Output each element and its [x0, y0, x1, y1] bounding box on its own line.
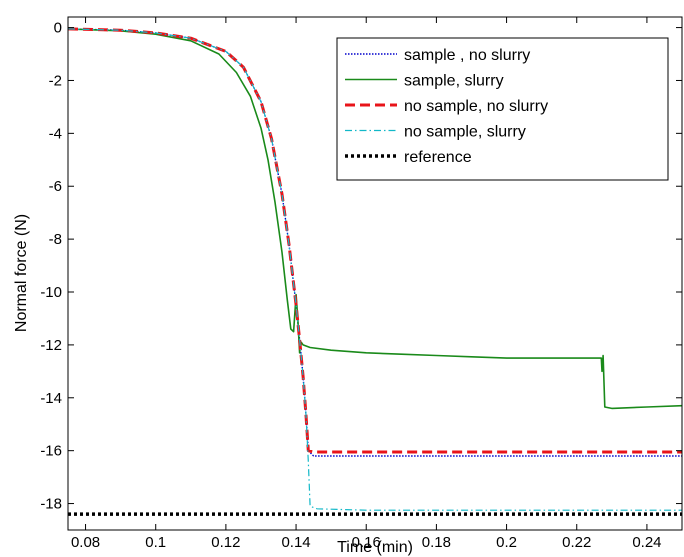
y-tick-label: -14 — [40, 390, 62, 407]
x-tick-label: 0.22 — [562, 534, 591, 551]
y-tick-label: -4 — [49, 125, 62, 142]
legend-entry: sample , no slurry — [404, 47, 530, 64]
x-tick-label: 0.2 — [496, 534, 517, 551]
legend-entry: sample, slurry — [404, 73, 504, 90]
x-tick-label: 0.12 — [211, 534, 240, 551]
y-tick-label: -6 — [49, 178, 62, 195]
y-axis: 0 -2 -4 -6 -8 -10 -12 -14 -16 -18 — [40, 20, 682, 513]
y-tick-label: -2 — [49, 72, 62, 89]
y-axis-label: Normal force (N) — [13, 214, 30, 332]
x-tick-label: 0.1 — [145, 534, 166, 551]
legend-box — [336, 37, 669, 181]
legend: sample , no slurry sample, slurry no sampl… — [336, 37, 669, 181]
y-tick-label: -8 — [49, 231, 62, 248]
legend-entry: no sample, slurry — [404, 124, 526, 141]
x-tick-label: 0.16 — [352, 534, 381, 551]
legend-entry: reference — [404, 149, 472, 166]
axes-frame — [67, 16, 683, 531]
legend-entry: no sample, no slurry — [404, 98, 548, 115]
plot-area — [68, 27, 682, 516]
y-tick-label: -16 — [40, 443, 62, 460]
x-tick-label: 0.18 — [422, 534, 451, 551]
x-tick-label: 0.24 — [632, 534, 661, 551]
y-tick-label: -18 — [40, 496, 62, 513]
y-tick-label: -10 — [40, 284, 62, 301]
x-tick-label: 0.14 — [281, 534, 310, 551]
y-tick-label: -12 — [40, 337, 62, 354]
x-axis-label: Time (min) — [337, 539, 413, 556]
y-tick-label: 0 — [54, 20, 62, 37]
x-axis: 0.08 0.1 0.12 0.14 0.16 0.18 0.2 0.22 0.24 — [71, 17, 662, 551]
x-tick-label: 0.08 — [71, 534, 100, 551]
